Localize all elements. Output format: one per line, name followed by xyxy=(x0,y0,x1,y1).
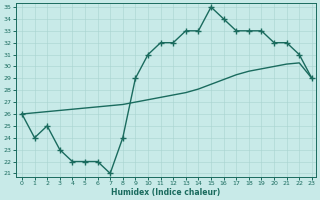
X-axis label: Humidex (Indice chaleur): Humidex (Indice chaleur) xyxy=(111,188,220,197)
